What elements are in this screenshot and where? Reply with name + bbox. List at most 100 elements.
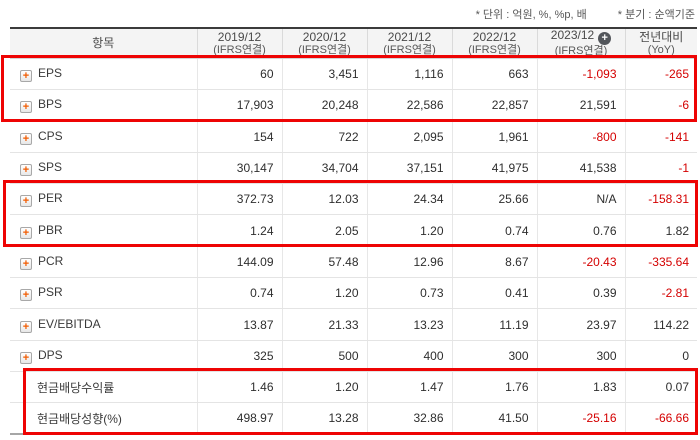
value-cell: 41,975 [451, 152, 537, 185]
table-row-PSR: + PSR 0.74 1.20 0.73 0.41 0.39 -2.81 [10, 277, 697, 310]
value-cell: 24.34 [366, 183, 452, 216]
value-cell: 0.76 [536, 214, 625, 247]
row-label-cell: 현금배당수익률 [10, 371, 197, 404]
value-cell: -265 [624, 58, 697, 91]
value-cell: 1.83 [536, 371, 625, 404]
row-label-cell: + BPS [10, 89, 197, 122]
value-cell: 41.50 [451, 402, 537, 436]
value-cell: -66.66 [624, 402, 697, 436]
value-cell: 0.07 [624, 371, 697, 404]
column-period-label: 2021/12 [387, 29, 432, 44]
column-basis-label: (IFRS연결) [383, 43, 436, 56]
table-row-현금배당수익률: 현금배당수익률 1.46 1.20 1.47 1.76 1.83 0.07 [10, 371, 697, 404]
expand-row-icon[interactable]: + [20, 195, 32, 208]
table-row-PCR: + PCR 144.09 57.48 12.96 8.67 -20.43 -335.64 [10, 246, 697, 279]
expand-row-icon[interactable]: + [20, 70, 32, 83]
row-label: EV/EBITDA [38, 316, 101, 331]
value-cell: -6 [624, 89, 697, 122]
value-cell: 154 [196, 121, 282, 153]
expand-row-icon[interactable]: + [20, 289, 32, 302]
value-cell: 400 [366, 340, 452, 372]
value-cell: 0.74 [196, 277, 282, 310]
value-cell: 1.20 [281, 277, 367, 310]
row-label: DPS [38, 347, 63, 362]
row-label-cell: 현금배당성향(%) [10, 402, 197, 436]
row-label-cell: + PCR [10, 246, 197, 279]
expand-row-icon[interactable]: + [20, 320, 32, 333]
table-row-EPS: + EPS 60 3,451 1,116 663 -1,093 -265 [10, 58, 697, 91]
row-label-cell: + PSR [10, 277, 197, 310]
value-cell: 0.74 [451, 214, 537, 247]
row-label: EPS [38, 66, 63, 81]
table-row-EVEBITDA: + EV/EBITDA 13.87 21.33 13.23 11.19 23.97 114.2… [10, 308, 697, 341]
value-cell: 372.73 [196, 183, 282, 216]
value-cell: 17,903 [196, 89, 282, 122]
row-label: CPS [38, 128, 63, 143]
unit-note: * 단위 : 억원, %, %p, 배 [475, 9, 587, 21]
column-period-label: 2022/12 [472, 29, 517, 44]
row-label-cell: + PER [10, 183, 197, 216]
expand-row-icon[interactable]: + [20, 257, 32, 270]
value-cell: 30,147 [196, 152, 282, 185]
value-cell: 3,451 [281, 58, 367, 91]
value-cell: 57.48 [281, 246, 367, 279]
column-basis-label: (IFRS연결) [298, 43, 351, 56]
expand-row-icon[interactable]: + [20, 164, 32, 177]
basis-note: * 분기 : 순액기준 [617, 9, 695, 21]
row-label: 현금배당수익률 [37, 380, 115, 395]
value-cell: 22,857 [451, 89, 537, 122]
column-basis-label: (IFRS연결) [468, 43, 521, 56]
value-cell: 300 [451, 340, 537, 372]
value-cell: 12.03 [281, 183, 367, 216]
value-cell: 498.97 [196, 402, 282, 436]
column-header-201912: 2019/12 (IFRS연결) [196, 27, 282, 59]
value-cell: 41,538 [536, 152, 625, 185]
row-label: BPS [38, 97, 63, 112]
row-label: PSR [38, 285, 63, 300]
table-row-CPS: + CPS 154 722 2,095 1,961 -800 -141 [10, 121, 697, 153]
row-label: PER [38, 191, 63, 206]
value-cell: 21,591 [536, 89, 625, 122]
value-cell: 13.28 [281, 402, 367, 436]
column-basis-label: (YoY) [647, 43, 675, 56]
value-cell: 0 [624, 340, 697, 372]
value-cell: 325 [196, 340, 282, 372]
table-row-PBR: + PBR 1.24 2.05 1.20 0.74 0.76 1.82 [10, 214, 697, 247]
row-label-cell: + PBR [10, 214, 197, 247]
value-cell: 60 [196, 58, 282, 91]
value-cell: 20,248 [281, 89, 367, 122]
value-cell: -20.43 [536, 246, 625, 279]
value-cell: 32.86 [366, 402, 452, 436]
value-cell: -2.81 [624, 277, 697, 310]
row-label-cell: + CPS [10, 121, 197, 153]
value-cell: 2,095 [366, 121, 452, 153]
column-header-202212: 2022/12 (IFRS연결) [451, 27, 537, 59]
expand-row-icon[interactable]: + [20, 132, 32, 145]
value-cell: 13.23 [366, 308, 452, 341]
column-header-: 전년대비 (YoY) [624, 27, 697, 59]
value-cell: N/A [536, 183, 625, 216]
value-cell: -335.64 [624, 246, 697, 279]
value-cell: 1.47 [366, 371, 452, 404]
table-row-PER: + PER 372.73 12.03 24.34 25.66 N/A -158.31 [10, 183, 697, 216]
value-cell: 1.76 [451, 371, 537, 404]
add-column-icon[interactable]: + [598, 32, 612, 45]
value-cell: 11.19 [451, 308, 537, 341]
value-cell: 144.09 [196, 246, 282, 279]
expand-row-icon[interactable]: + [20, 101, 32, 114]
value-cell: 1.82 [624, 214, 697, 247]
row-label: PBR [38, 222, 63, 237]
row-label-cell: + DPS [10, 340, 197, 372]
value-cell: 1,961 [451, 121, 537, 153]
expand-row-icon[interactable]: + [20, 226, 32, 239]
value-cell: 1,116 [366, 58, 452, 91]
value-cell: 25.66 [451, 183, 537, 216]
column-header-202112: 2021/12 (IFRS연결) [366, 27, 452, 59]
table-header-row: 항목 2019/12 (IFRS연결) 2020/12 (IFRS연결) 2021/12… [10, 27, 697, 59]
value-cell: 1.24 [196, 214, 282, 247]
expand-row-icon[interactable]: + [20, 351, 32, 364]
value-cell: 34,704 [281, 152, 367, 185]
value-cell: 23.97 [536, 308, 625, 341]
row-label: 현금배당성향(%) [37, 411, 122, 426]
